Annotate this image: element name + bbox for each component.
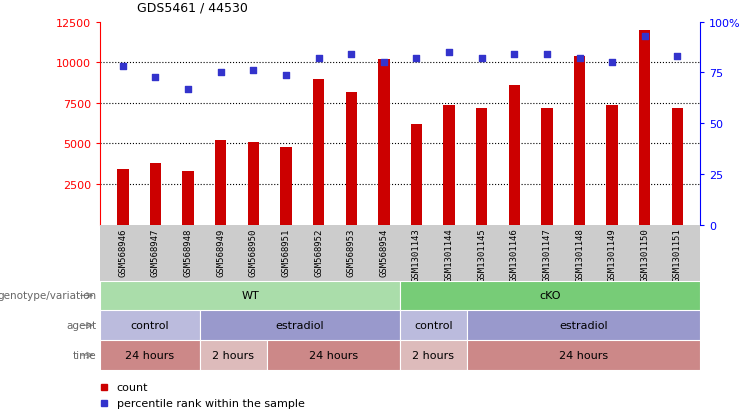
Text: GSM1301147: GSM1301147	[542, 228, 551, 282]
Bar	[150, 164, 162, 225]
Point	[280, 72, 292, 78]
Text: estradiol: estradiol	[559, 320, 608, 330]
Point	[247, 68, 259, 75]
Text: GSM568950: GSM568950	[249, 228, 258, 276]
Bar	[100, 281, 400, 311]
Bar	[541, 109, 553, 225]
Text: GSM1301149: GSM1301149	[608, 228, 617, 282]
Point	[476, 56, 488, 62]
Bar	[639, 31, 651, 225]
Text: GSM568946: GSM568946	[119, 228, 127, 276]
Bar	[313, 79, 325, 225]
Text: GDS5461 / 44530: GDS5461 / 44530	[137, 2, 248, 14]
Point	[150, 74, 162, 81]
Bar	[200, 311, 400, 340]
Text: count: count	[117, 382, 148, 392]
Point	[639, 33, 651, 40]
Text: GSM1301146: GSM1301146	[510, 228, 519, 282]
Text: GSM568954: GSM568954	[379, 228, 388, 276]
Bar	[100, 311, 200, 340]
Point	[671, 54, 683, 60]
Point	[606, 60, 618, 66]
Text: GSM568953: GSM568953	[347, 228, 356, 276]
Text: GSM568947: GSM568947	[151, 228, 160, 276]
Point	[378, 60, 390, 66]
Point	[508, 52, 520, 58]
Text: control: control	[414, 320, 453, 330]
Point	[117, 64, 129, 71]
Bar	[345, 93, 357, 225]
Point	[345, 52, 357, 58]
Bar	[606, 105, 618, 225]
Text: estradiol: estradiol	[276, 320, 325, 330]
Bar	[671, 109, 683, 225]
Point	[182, 86, 194, 93]
Text: 24 hours: 24 hours	[125, 350, 175, 360]
Text: 24 hours: 24 hours	[309, 350, 358, 360]
Text: time: time	[73, 350, 96, 360]
Bar	[280, 147, 292, 225]
Text: GSM1301143: GSM1301143	[412, 228, 421, 282]
Bar	[200, 340, 267, 370]
Bar	[215, 141, 227, 225]
Bar	[574, 57, 585, 225]
Text: control: control	[130, 320, 170, 330]
Point	[541, 52, 553, 58]
Text: agent: agent	[66, 320, 96, 330]
Bar	[467, 311, 700, 340]
Text: percentile rank within the sample: percentile rank within the sample	[117, 398, 305, 408]
Point	[313, 56, 325, 62]
Bar	[508, 86, 520, 225]
Text: genotype/variation: genotype/variation	[0, 291, 96, 301]
Text: GSM568948: GSM568948	[184, 228, 193, 276]
Text: cKO: cKO	[539, 291, 561, 301]
Text: GSM1301148: GSM1301148	[575, 228, 584, 282]
Bar	[400, 340, 467, 370]
Text: GSM1301145: GSM1301145	[477, 228, 486, 282]
Bar	[378, 60, 390, 225]
Text: 2 hours: 2 hours	[413, 350, 454, 360]
Bar	[247, 142, 259, 225]
Bar	[400, 311, 467, 340]
Bar	[182, 172, 194, 225]
Bar	[400, 281, 700, 311]
Bar	[467, 340, 700, 370]
Text: GSM1301150: GSM1301150	[640, 228, 649, 282]
Text: 2 hours: 2 hours	[213, 350, 254, 360]
Text: GSM568951: GSM568951	[282, 228, 290, 276]
Point	[443, 50, 455, 57]
Bar	[476, 109, 488, 225]
Bar	[267, 340, 400, 370]
Text: 24 hours: 24 hours	[559, 350, 608, 360]
Bar	[100, 340, 200, 370]
Bar	[117, 170, 129, 225]
Point	[411, 56, 422, 62]
Text: GSM568949: GSM568949	[216, 228, 225, 276]
Text: GSM1301151: GSM1301151	[673, 228, 682, 282]
Point	[215, 70, 227, 77]
Bar	[443, 105, 455, 225]
Text: GSM568952: GSM568952	[314, 228, 323, 276]
Text: GSM1301144: GSM1301144	[445, 228, 453, 282]
Bar	[411, 125, 422, 225]
Text: WT: WT	[242, 291, 259, 301]
Point	[574, 56, 585, 62]
